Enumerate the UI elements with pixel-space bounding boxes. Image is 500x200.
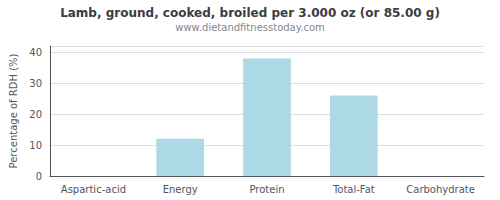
svg-text:Percentage of RDH (%): Percentage of RDH (%) (8, 53, 19, 168)
svg-text:Aspartic-acid: Aspartic-acid (61, 184, 126, 195)
svg-text:30: 30 (29, 78, 42, 89)
svg-text:Carbohydrate: Carbohydrate (406, 184, 475, 195)
svg-text:Lamb, ground, cooked, broiled: Lamb, ground, cooked, broiled per 3.000 … (60, 6, 440, 20)
svg-text:Total-Fat: Total-Fat (332, 184, 375, 195)
svg-text:40: 40 (29, 47, 42, 58)
svg-text:www.dietandfitnesstoday.com: www.dietandfitnesstoday.com (175, 22, 324, 33)
svg-text:Protein: Protein (249, 184, 284, 195)
svg-text:0: 0 (36, 171, 42, 182)
svg-text:Energy: Energy (163, 184, 198, 195)
svg-text:10: 10 (29, 140, 42, 151)
svg-text:20: 20 (29, 109, 42, 120)
